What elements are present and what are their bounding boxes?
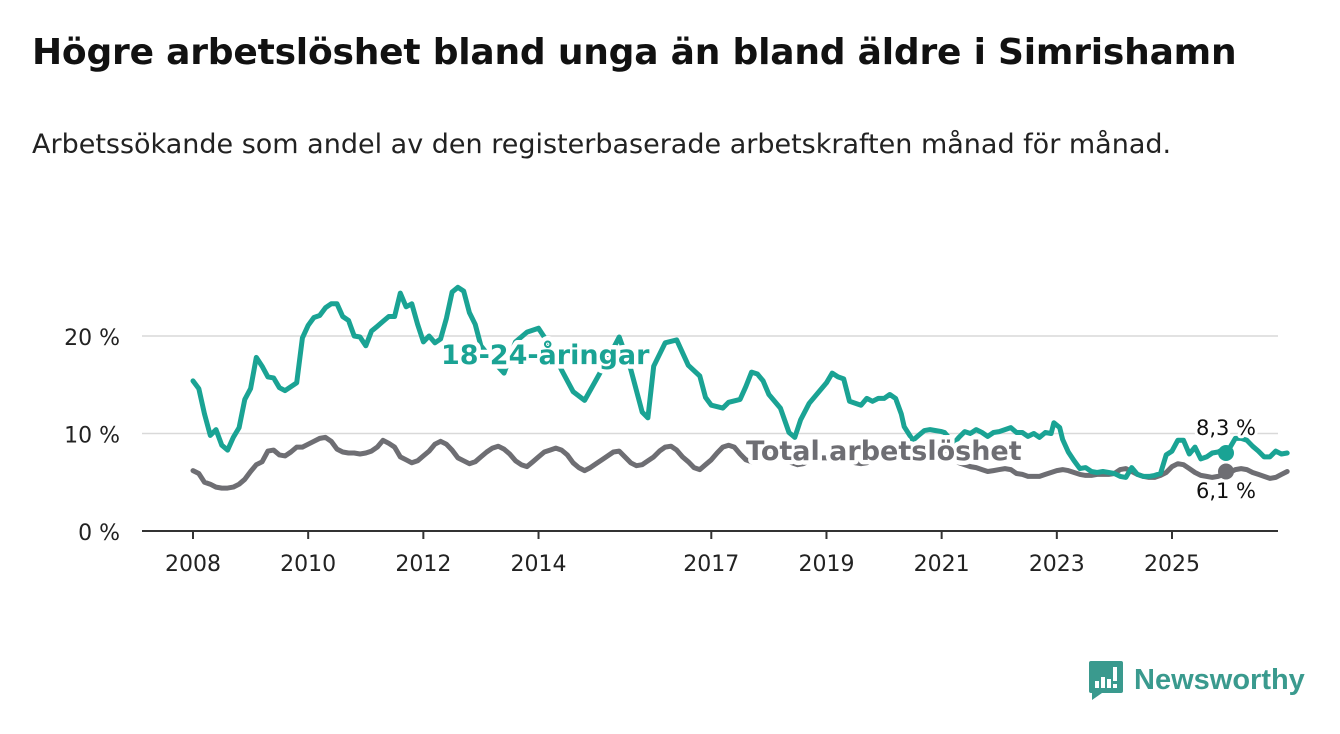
series-label-youth: 18-24-åringar bbox=[441, 339, 650, 371]
x-tick-label: 2010 bbox=[280, 552, 336, 577]
x-axis: 2008 2010 2012 2014 2017 2019 2021 2023 2025 bbox=[142, 530, 1278, 577]
line-chart: 0 % 10 % 20 % 2008 2010 2012 2014 2017 2019 2021… bbox=[64, 284, 1290, 577]
chart-subtitle: Arbetssökande som andel av den registerb… bbox=[32, 129, 1172, 160]
series-line-total bbox=[190, 434, 1290, 491]
x-tick-label: 2021 bbox=[914, 552, 970, 577]
newsworthy-logo: Newsworthy bbox=[1088, 660, 1305, 700]
series-label-total: Total arbetslöshet bbox=[746, 436, 1022, 467]
x-tick-label: 2014 bbox=[511, 552, 567, 577]
x-tick-label: 2025 bbox=[1144, 552, 1200, 577]
end-value-label-total: 6,1 % bbox=[1196, 479, 1256, 503]
x-tick-label: 2019 bbox=[798, 552, 854, 577]
series-end-marker-youth bbox=[1218, 445, 1234, 461]
x-tick-label: 2017 bbox=[683, 552, 739, 577]
series-lines bbox=[190, 284, 1290, 491]
series-line-youth bbox=[190, 284, 1290, 480]
chart-title: Högre arbetslöshet bland unga än bland ä… bbox=[32, 32, 1237, 73]
gridlines bbox=[142, 335, 1278, 435]
x-tick-label: 2008 bbox=[165, 552, 221, 577]
series-labels: 18-24-åringar Total arbetslöshet 8,3 % 6,1 … bbox=[437, 335, 1260, 507]
y-axis: 0 % 10 % 20 % bbox=[64, 326, 120, 546]
y-tick-label: 20 % bbox=[64, 326, 120, 351]
newsworthy-logo-text: Newsworthy bbox=[1134, 663, 1305, 696]
x-tick-label: 2023 bbox=[1029, 552, 1085, 577]
y-tick-label: 0 % bbox=[78, 521, 120, 546]
newsworthy-logo-icon bbox=[1089, 661, 1123, 700]
end-value-label-youth: 8,3 % bbox=[1196, 416, 1256, 440]
series-end-marker-total bbox=[1218, 463, 1234, 480]
x-tick-label: 2012 bbox=[395, 552, 451, 577]
y-tick-label: 10 % bbox=[64, 424, 120, 449]
